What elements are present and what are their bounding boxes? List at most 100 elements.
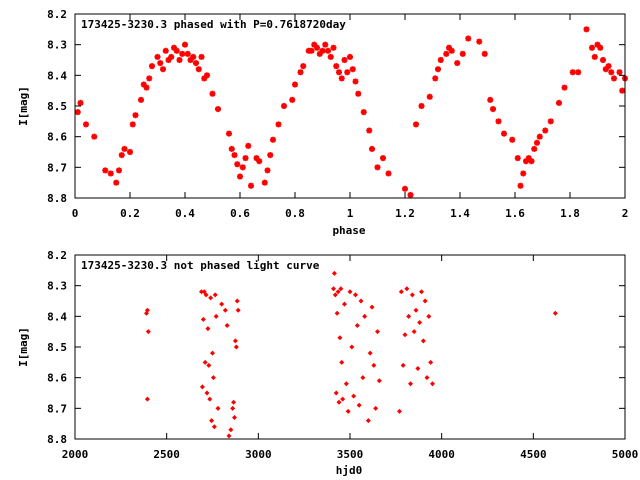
- unphased-y-tick-label: 8.4: [47, 310, 67, 323]
- phased-data-point: [600, 57, 606, 63]
- phased-data-point: [182, 41, 188, 48]
- phased-x-tick-label: 0.4: [175, 207, 195, 220]
- phased-data-point: [187, 57, 194, 63]
- phased-data-point: [256, 158, 263, 165]
- unphased-data-point: [360, 375, 366, 381]
- phased-data-point: [201, 75, 208, 82]
- phased-data-point: [344, 69, 351, 76]
- phased-data-point: [292, 81, 298, 88]
- phased-data-point: [314, 44, 320, 51]
- phased-y-tick-label: 8.3: [47, 39, 67, 52]
- phased-data-point: [366, 127, 373, 134]
- unphased-data-point: [340, 396, 346, 402]
- unphased-x-tick-label: 4000: [428, 448, 455, 461]
- phased-data-point: [107, 170, 114, 177]
- phased-data-point: [349, 66, 356, 73]
- unphased-data-point: [406, 313, 412, 319]
- phased-y-tick-label: 8.7: [47, 161, 67, 174]
- unphased-data-point: [335, 289, 341, 295]
- phased-data-point: [176, 57, 183, 63]
- phased-data-point: [209, 90, 216, 97]
- phased-data-point: [594, 41, 601, 48]
- phased-data-point: [547, 118, 554, 125]
- unphased-x-tick-label: 4500: [520, 448, 547, 461]
- phased-data-point: [77, 99, 84, 106]
- unphased-data-point: [215, 405, 221, 411]
- unphased-data-point: [365, 418, 371, 424]
- phased-data-point: [267, 152, 274, 159]
- phased-data-point: [132, 112, 139, 119]
- phased-data-point: [514, 155, 521, 162]
- phased-y-tick-label: 8.2: [47, 8, 67, 21]
- phased-data-point: [74, 109, 81, 116]
- unphased-data-point: [345, 408, 351, 414]
- unphased-data-point: [209, 418, 215, 424]
- unphased-data-point: [337, 335, 343, 341]
- unphased-data-point: [231, 399, 237, 405]
- unphased-data-point: [353, 292, 358, 298]
- phased-data-point: [437, 57, 444, 63]
- phased-data-point: [138, 96, 144, 103]
- phased-data-point: [168, 53, 175, 60]
- phased-data-point: [116, 167, 122, 174]
- unphased-x-tick-label: 3500: [337, 448, 364, 461]
- phased-data-point: [143, 84, 150, 91]
- phased-data-point: [619, 87, 626, 94]
- phased-data-point: [352, 78, 359, 85]
- unphased-data-point: [369, 304, 375, 310]
- phased-data-point: [140, 81, 147, 88]
- unphased-y-tick-label: 8.6: [47, 372, 67, 385]
- phased-data-point: [300, 63, 307, 70]
- unphased-data-point: [235, 307, 241, 313]
- phased-data-point: [264, 167, 271, 174]
- phased-data-point: [270, 136, 276, 143]
- phased-data-point: [330, 44, 337, 51]
- unphased-data-point: [430, 381, 435, 387]
- phased-data-point: [173, 47, 180, 54]
- phased-x-tick-label: 1.2: [395, 207, 415, 220]
- phased-data-point: [536, 133, 543, 140]
- unphased-data-point: [199, 384, 205, 390]
- unphased-data-point: [210, 375, 216, 381]
- phased-data-point: [481, 50, 488, 57]
- phased-data-point: [146, 75, 153, 82]
- unphased-data-point: [409, 292, 415, 298]
- phased-data-point: [253, 155, 260, 162]
- phased-data-point: [531, 145, 538, 152]
- unphased-data-point: [342, 301, 347, 307]
- unphased-data-point: [411, 329, 417, 335]
- phased-data-point: [204, 72, 210, 79]
- phased-data-point: [149, 63, 155, 70]
- phased-data-point: [602, 66, 609, 73]
- unphased-data-point: [354, 323, 360, 329]
- phased-data-point: [237, 173, 243, 180]
- phased-data-point: [179, 50, 186, 57]
- phased-data-point: [476, 38, 483, 45]
- phased-data-point: [407, 191, 414, 198]
- phased-data-point: [234, 161, 241, 168]
- unphased-data-point: [144, 307, 150, 313]
- phased-data-point: [118, 152, 125, 159]
- phased-data-point: [561, 84, 568, 91]
- phased-y-axis-label: I[mag]: [17, 86, 30, 126]
- unphased-data-point: [402, 332, 408, 338]
- phased-data-point: [121, 145, 128, 152]
- phased-data-point: [129, 121, 136, 128]
- unphased-data-point: [233, 344, 239, 350]
- unphased-data-point: [207, 396, 213, 402]
- phased-data-point: [162, 47, 169, 54]
- phased-data-point: [385, 170, 392, 177]
- unphased-data-point: [415, 365, 421, 371]
- phased-data-point: [297, 69, 304, 76]
- unphased-data-point: [213, 313, 219, 319]
- unphased-data-points: [144, 270, 558, 439]
- phased-data-point: [380, 155, 386, 162]
- unphased-x-tick-label: 3000: [245, 448, 272, 461]
- phased-data-point: [322, 41, 329, 48]
- phased-data-point: [228, 145, 235, 152]
- phased-data-point: [316, 50, 323, 57]
- unphased-data-point: [211, 424, 217, 430]
- unphased-data-point: [205, 326, 211, 332]
- unphased-data-point: [200, 316, 206, 322]
- phased-data-point: [402, 185, 408, 192]
